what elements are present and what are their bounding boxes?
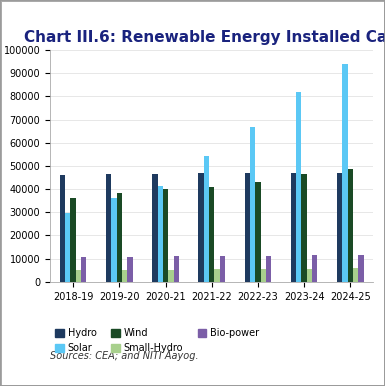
Bar	[106, 174, 111, 282]
Legend: Hydro, Solar, Wind, Small-Hydro, Bio-power: Hydro, Solar, Wind, Small-Hydro, Bio-pow…	[55, 328, 259, 353]
Bar	[348, 169, 353, 282]
Bar	[76, 270, 81, 282]
Bar	[111, 198, 117, 282]
Bar	[168, 270, 174, 282]
Bar	[199, 173, 204, 282]
Bar	[307, 269, 312, 282]
Bar	[250, 127, 255, 282]
Bar	[127, 257, 132, 282]
Bar	[70, 198, 76, 282]
Bar	[301, 174, 307, 282]
Bar	[163, 189, 168, 282]
Bar	[117, 193, 122, 282]
Bar	[245, 173, 250, 282]
Bar	[152, 174, 157, 282]
Bar	[353, 268, 358, 282]
Bar	[261, 269, 266, 282]
Bar	[266, 256, 271, 282]
Bar	[342, 64, 348, 282]
Bar	[255, 182, 261, 282]
Y-axis label: MW: MW	[0, 157, 1, 175]
Bar	[81, 257, 86, 282]
Bar	[214, 269, 220, 282]
Bar	[220, 256, 225, 282]
Bar	[157, 186, 163, 282]
Text: Chart III.6: Renewable Energy Installed Capacity: Chart III.6: Renewable Energy Installed …	[24, 30, 385, 45]
Bar	[337, 173, 342, 282]
Bar	[60, 175, 65, 282]
Bar	[358, 255, 363, 282]
Bar	[291, 173, 296, 282]
Bar	[65, 213, 70, 282]
Bar	[209, 187, 214, 282]
Text: Sources: CEA; and NITI Aayog.: Sources: CEA; and NITI Aayog.	[50, 351, 199, 361]
Bar	[174, 256, 179, 282]
Bar	[204, 156, 209, 282]
Bar	[312, 255, 317, 282]
Bar	[122, 270, 127, 282]
Bar	[296, 92, 301, 282]
